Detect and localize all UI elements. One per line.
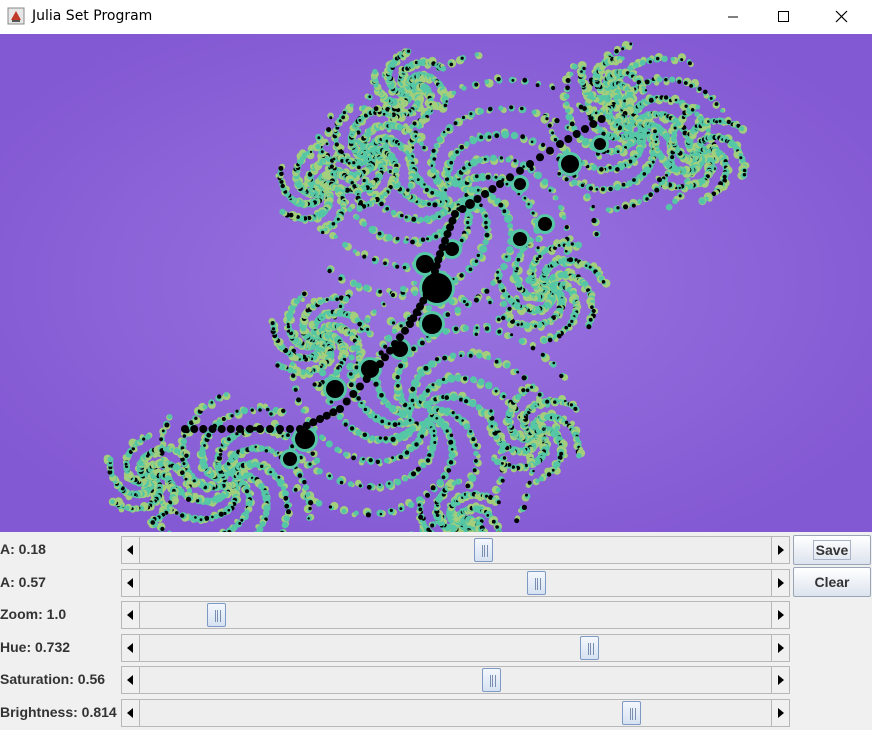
clear-label: Clear	[814, 574, 849, 590]
grip-icon	[630, 708, 636, 720]
close-button[interactable]	[818, 0, 864, 34]
control-row-brightness: Brightness: 0.814	[0, 697, 872, 729]
brightness-label: Brightness: 0.814	[0, 704, 117, 720]
grip-icon	[490, 675, 496, 687]
title-bar: Julia Set Program	[0, 0, 872, 34]
scroll-right-button[interactable]	[771, 536, 790, 564]
brightness-track[interactable]	[140, 699, 771, 727]
save-label: Save	[813, 540, 852, 560]
a-imag-scrollbar[interactable]	[121, 569, 790, 597]
a-real-scrollbar[interactable]	[121, 536, 790, 564]
arrow-left-icon	[122, 537, 139, 563]
grip-icon	[535, 578, 541, 590]
saturation-scrollbar[interactable]	[121, 666, 790, 694]
a-imag-label: A: 0.57	[0, 574, 46, 590]
arrow-left-icon	[122, 602, 139, 628]
java-app-icon	[7, 7, 25, 25]
a-imag-track[interactable]	[140, 569, 771, 597]
fractal-canvas[interactable]	[0, 34, 872, 532]
arrow-right-icon	[772, 570, 789, 596]
zoom-scrollbar[interactable]	[121, 601, 790, 629]
a-real-thumb[interactable]	[474, 538, 493, 562]
saturation-label: Saturation: 0.56	[0, 671, 105, 687]
arrow-left-icon	[122, 667, 139, 693]
arrow-left-icon	[122, 570, 139, 596]
control-row-saturation: Saturation: 0.56	[0, 664, 872, 696]
arrow-right-icon	[772, 700, 789, 726]
control-row-hue: Hue: 0.732	[0, 632, 872, 664]
arrow-left-icon	[122, 700, 139, 726]
zoom-thumb[interactable]	[207, 603, 226, 627]
scroll-right-button[interactable]	[771, 666, 790, 694]
save-button[interactable]: Save	[793, 535, 871, 565]
scroll-left-button[interactable]	[121, 666, 140, 694]
hue-label: Hue: 0.732	[0, 639, 70, 655]
minimize-icon	[710, 0, 756, 34]
julia-set-image	[0, 34, 872, 532]
arrow-left-icon	[122, 635, 139, 661]
scroll-left-button[interactable]	[121, 536, 140, 564]
arrow-right-icon	[772, 537, 789, 563]
arrow-right-icon	[772, 635, 789, 661]
clear-button[interactable]: Clear	[793, 567, 871, 597]
arrow-right-icon	[772, 667, 789, 693]
hue-track[interactable]	[140, 634, 771, 662]
arrow-right-icon	[772, 602, 789, 628]
scroll-left-button[interactable]	[121, 699, 140, 727]
window-title: Julia Set Program	[32, 8, 152, 24]
close-icon	[818, 0, 864, 34]
scroll-left-button[interactable]	[121, 569, 140, 597]
zoom-track[interactable]	[140, 601, 771, 629]
scroll-right-button[interactable]	[771, 634, 790, 662]
hue-scrollbar[interactable]	[121, 634, 790, 662]
minimize-button[interactable]	[710, 0, 756, 34]
hue-thumb[interactable]	[580, 636, 599, 660]
maximize-icon	[760, 0, 806, 34]
scroll-left-button[interactable]	[121, 601, 140, 629]
saturation-thumb[interactable]	[482, 668, 501, 692]
scroll-right-button[interactable]	[771, 699, 790, 727]
maximize-button[interactable]	[760, 0, 806, 34]
scroll-left-button[interactable]	[121, 634, 140, 662]
scroll-right-button[interactable]	[771, 601, 790, 629]
control-row-zoom: Zoom: 1.0	[0, 599, 872, 631]
scroll-right-button[interactable]	[771, 569, 790, 597]
control-row-a-imag: A: 0.57	[0, 567, 872, 599]
a-imag-thumb[interactable]	[527, 571, 546, 595]
brightness-thumb[interactable]	[622, 701, 641, 725]
brightness-scrollbar[interactable]	[121, 699, 790, 727]
control-row-a-real: A: 0.18	[0, 534, 872, 566]
zoom-label: Zoom: 1.0	[0, 606, 66, 622]
a-real-track[interactable]	[140, 536, 771, 564]
saturation-track[interactable]	[140, 666, 771, 694]
a-real-label: A: 0.18	[0, 541, 46, 557]
grip-icon	[215, 610, 221, 622]
grip-icon	[482, 545, 488, 557]
grip-icon	[588, 643, 594, 655]
